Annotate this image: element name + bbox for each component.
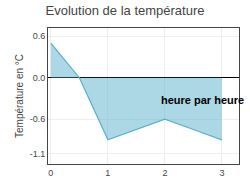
svg-text:heure par heure: heure par heure	[161, 94, 244, 106]
svg-text:0.0: 0.0	[33, 73, 46, 83]
svg-text:-1.1: -1.1	[30, 149, 46, 159]
svg-text:-0.6: -0.6	[30, 114, 46, 124]
svg-text:0.6: 0.6	[33, 31, 46, 41]
svg-text:Température en °C: Température en °C	[14, 54, 25, 138]
svg-text:Evolution de la température: Evolution de la température	[46, 3, 205, 18]
svg-text:1: 1	[105, 168, 110, 178]
svg-text:0: 0	[48, 168, 53, 178]
svg-text:2: 2	[162, 168, 167, 178]
svg-text:3: 3	[219, 168, 224, 178]
